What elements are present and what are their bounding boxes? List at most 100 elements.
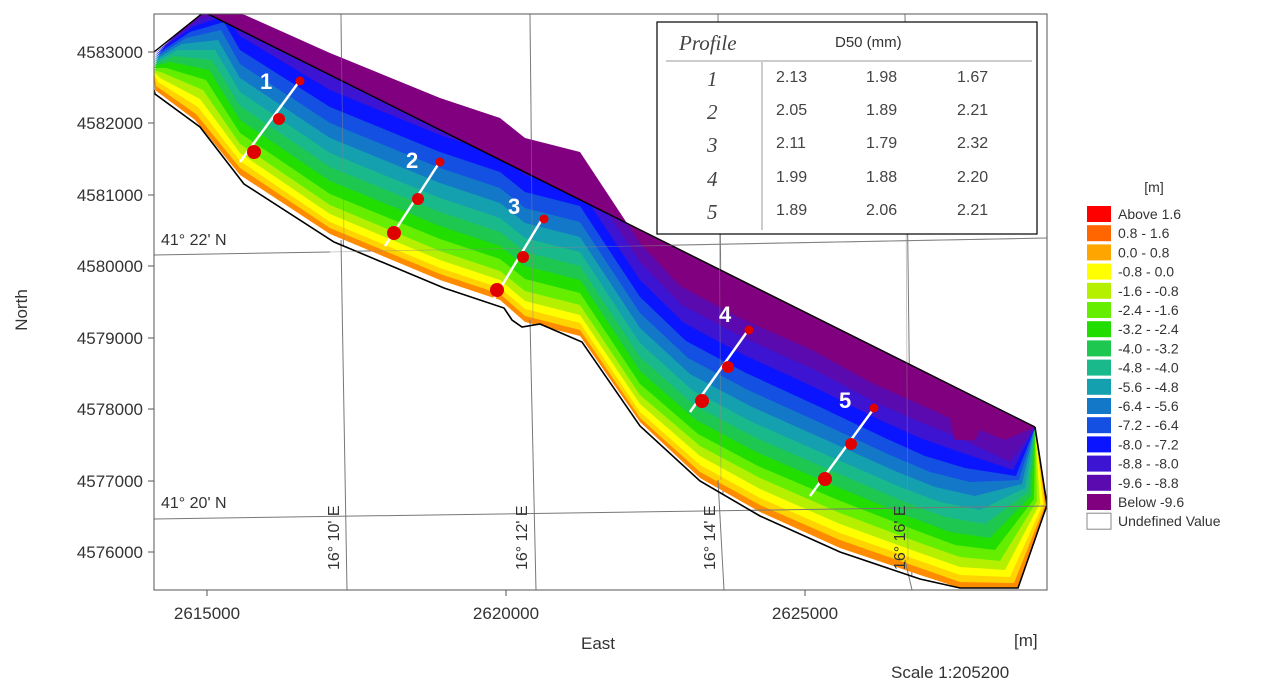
profile-point — [273, 113, 285, 125]
legend-label: Undefined Value — [1118, 513, 1221, 529]
land-area — [154, 90, 957, 590]
legend-swatch — [1087, 455, 1111, 472]
profile-point — [295, 76, 305, 86]
table-cell: 2.32 — [957, 135, 988, 152]
legend-swatch — [1087, 206, 1111, 222]
profile-point — [539, 214, 549, 224]
legend-label: -8.8 - -8.0 — [1118, 456, 1179, 472]
x-axis: 2615000 2620000 2625000 East [m] Scale 1… — [174, 590, 1038, 682]
table-cell: 1.99 — [776, 169, 807, 186]
y-tick-label: 4581000 — [77, 186, 143, 205]
legend-swatch — [1087, 494, 1111, 510]
table-row-profile: 4 — [707, 167, 718, 191]
profile-point — [247, 145, 261, 159]
profile-label-4: 4 — [719, 302, 732, 327]
profile-label-3: 3 — [508, 194, 520, 219]
legend-label: -4.8 - -4.0 — [1118, 360, 1179, 376]
legend-swatch — [1087, 436, 1111, 453]
depth-legend: [m] Above 1.6 0.8 - 1.6 0.0 - 0.8 -0.8 - 0.… — [1086, 179, 1221, 530]
profile-label-2: 2 — [406, 148, 418, 173]
table-cell: 1.67 — [957, 69, 988, 86]
y-tick-label: 4582000 — [77, 114, 143, 133]
table-cell: 1.89 — [866, 102, 897, 119]
y-tick-label: 4578000 — [77, 400, 143, 419]
table-cell: 1.79 — [866, 135, 897, 152]
table-cell: 1.89 — [776, 202, 807, 219]
model-boundary — [154, 14, 1036, 428]
legend-swatch — [1087, 263, 1111, 280]
table-cell: 1.98 — [866, 69, 897, 86]
depth-contours — [154, 14, 1047, 588]
legend-label: Above 1.6 — [1118, 206, 1181, 222]
table-row-profile: 5 — [707, 200, 718, 224]
lon-label-16: 16° 16' E — [892, 505, 909, 570]
legend-swatch — [1087, 378, 1111, 395]
table-cell: 2.21 — [957, 202, 988, 219]
legend-swatch — [1087, 340, 1111, 357]
y-tick-label: 4583000 — [77, 43, 143, 62]
y-tick-label: 4579000 — [77, 329, 143, 348]
table-header-d50: D50 (mm) — [835, 34, 902, 51]
profile-point — [845, 438, 857, 450]
table-header-profile: Profile — [678, 31, 737, 55]
legend-title: [m] — [1144, 179, 1163, 195]
y-axis-title: North — [12, 289, 31, 331]
profile-transects — [238, 76, 879, 497]
coastline — [154, 89, 1047, 589]
lat-label-20: 41° 20' N — [161, 495, 227, 512]
legend-label: -4.0 - -3.2 — [1118, 340, 1179, 356]
legend-label: Below -9.6 — [1118, 494, 1184, 510]
profile-point — [387, 226, 401, 240]
table-cell: 2.13 — [776, 69, 807, 86]
legend-label: -9.6 - -8.8 — [1118, 475, 1179, 491]
profile-point — [490, 283, 504, 297]
profile-point — [818, 472, 832, 486]
unit-label: [m] — [1014, 631, 1038, 650]
profile-point — [695, 394, 709, 408]
table-cell: 2.05 — [776, 102, 807, 119]
table-row-profile: 3 — [706, 133, 718, 157]
table-row-profile: 1 — [707, 67, 718, 91]
profile-point — [869, 403, 879, 413]
profile-point — [517, 251, 529, 263]
y-tick-label: 4577000 — [77, 472, 143, 491]
legend-label: 0.0 - 0.8 — [1118, 244, 1170, 260]
legend-swatch — [1087, 321, 1111, 338]
legend-label: -2.4 - -1.6 — [1118, 302, 1179, 318]
legend-swatch — [1087, 302, 1111, 318]
table-box — [656, 21, 1038, 235]
legend-label: -5.6 - -4.8 — [1118, 379, 1179, 395]
table-cell: 2.11 — [776, 135, 806, 152]
legend-label: -0.8 - 0.0 — [1118, 264, 1174, 280]
legend-label: 0.8 - 1.6 — [1118, 225, 1170, 241]
map-frame — [153, 13, 1048, 591]
legend-label: -8.0 - -7.2 — [1118, 436, 1179, 452]
legend-label: -7.2 - -6.4 — [1118, 417, 1179, 433]
table-cell: 1.88 — [866, 169, 897, 186]
lat-label-22: 41° 22' N — [161, 232, 227, 249]
legend-swatch — [1087, 359, 1111, 376]
legend-label: -1.6 - -0.8 — [1118, 283, 1179, 299]
profile-point — [412, 193, 424, 205]
y-axis: 4583000 4582000 4581000 4580000 4579000 … — [12, 43, 154, 562]
legend-swatch — [1087, 417, 1111, 434]
legend-swatch — [1087, 282, 1111, 299]
x-axis-title: East — [581, 634, 615, 653]
x-tick-label: 2615000 — [174, 604, 240, 623]
profile-label-1: 1 — [260, 69, 272, 94]
profile-point — [744, 325, 754, 335]
profile-label-5: 5 — [839, 388, 851, 413]
legend-swatch — [1086, 512, 1112, 530]
d50-table: Profile D50 (mm) 1 2.13 1.98 1.67 2 2.05… — [656, 21, 1038, 235]
legend-label: -3.2 - -2.4 — [1118, 321, 1179, 337]
lon-label-10: 16° 10' E — [326, 505, 343, 570]
table-cell: 2.20 — [957, 169, 988, 186]
profile-point — [435, 157, 445, 167]
table-cell: 2.06 — [866, 202, 897, 219]
y-tick-label: 4576000 — [77, 543, 143, 562]
legend-label: -6.4 - -5.6 — [1118, 398, 1179, 414]
lon-label-14: 16° 14' E — [702, 505, 719, 570]
lon-label-12: 16° 12' E — [514, 505, 531, 570]
table-row-profile: 2 — [707, 100, 718, 124]
